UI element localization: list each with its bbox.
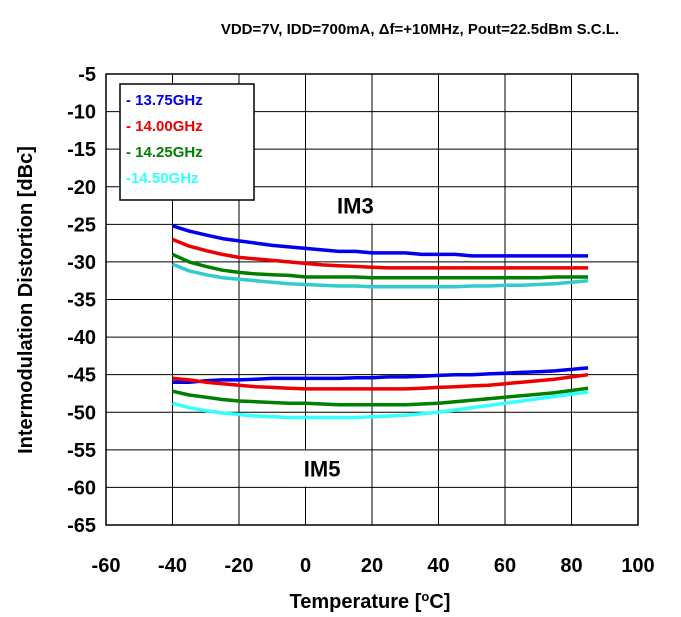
annotation-im3: IM3 <box>337 194 374 219</box>
legend-entry: - 14.00GHz <box>126 118 203 135</box>
series-line-im5 <box>172 386 589 407</box>
legend-entry: -14.50GHz <box>126 170 199 187</box>
plot-frame <box>105 73 639 526</box>
series-line-im3 <box>171 224 589 258</box>
x-tick-label: 80 <box>560 555 582 577</box>
x-tick-label: 100 <box>621 555 654 577</box>
series-line-im5 <box>172 390 589 420</box>
legend: - 13.75GHz - 14.00GHz - 14.25GHz -14.50GHz <box>119 83 255 201</box>
y-tick-label: -40 <box>67 327 96 349</box>
y-tick-label: -20 <box>67 177 96 199</box>
legend-box <box>119 83 255 201</box>
x-axis-label: Temperature [oC] <box>290 589 451 614</box>
x-tick-label: 20 <box>361 555 383 577</box>
y-tick-label: -50 <box>67 402 96 424</box>
y-axis-label: Intermodulation Distortion [dBc] <box>15 146 37 454</box>
x-tick-labels: -60 -40 -20 0 20 40 60 80 100 <box>92 555 655 577</box>
series-line-im3 <box>171 252 589 280</box>
y-tick-label: -15 <box>67 139 96 161</box>
series-line-im3 <box>171 262 589 289</box>
y-tick-label: -60 <box>67 477 96 499</box>
annotation-bg <box>321 187 390 224</box>
y-tick-label: -55 <box>67 440 96 462</box>
x-tick-label: -20 <box>225 555 254 577</box>
x-tick-label: -40 <box>158 555 187 577</box>
series-line-im5 <box>172 372 589 391</box>
y-tick-label: -10 <box>67 102 96 124</box>
annotations: IM3 IM5 <box>288 187 390 487</box>
y-tick-label: -25 <box>67 214 96 236</box>
chart-title: VDD=7V, IDD=700mA, Δf=+10MHz, Pout=22.5d… <box>221 21 619 38</box>
annotation-im5: IM5 <box>304 457 341 482</box>
y-tick-label: -65 <box>67 515 96 537</box>
x-tick-label: 60 <box>494 555 516 577</box>
x-tick-label: -60 <box>92 555 121 577</box>
y-tick-label: -45 <box>67 365 96 387</box>
y-tick-label: -30 <box>67 252 96 274</box>
series-line-im5 <box>172 366 589 384</box>
x-tick-label: 0 <box>300 555 311 577</box>
y-tick-label: -5 <box>78 64 96 86</box>
legend-entry: - 14.25GHz <box>126 144 203 161</box>
y-tick-labels: -5 -10 -15 -20 -25 -30 -35 -40 -45 -50 -55 -60 -65 <box>67 64 96 537</box>
annotation-bg <box>288 450 357 487</box>
y-tick-label: -35 <box>67 290 96 312</box>
series-layer <box>171 224 589 420</box>
x-tick-label: 40 <box>427 555 449 577</box>
legend-entry: - 13.75GHz <box>126 92 203 109</box>
series-line-im3 <box>171 237 589 270</box>
